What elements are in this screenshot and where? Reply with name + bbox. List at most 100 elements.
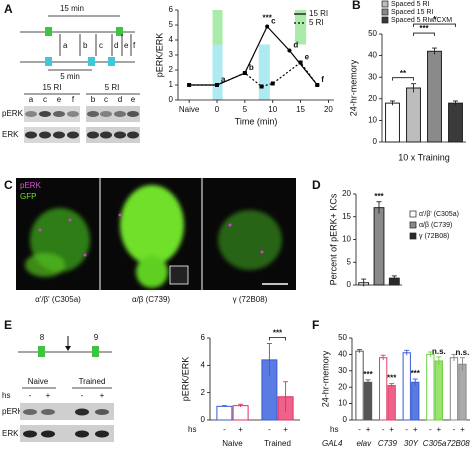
blot-strip xyxy=(20,403,114,420)
legend-label: α'/β' (C305a) xyxy=(419,211,459,218)
image-content xyxy=(25,185,282,288)
lane: c xyxy=(43,95,47,104)
y-tick-label: 30 xyxy=(338,366,347,375)
timeline-e: 8 9 xyxy=(18,333,112,357)
training-block xyxy=(88,57,95,66)
legend-swatch xyxy=(409,232,417,240)
blot-group: 15 RI xyxy=(42,83,61,92)
y-tick-label: 0 xyxy=(373,137,378,146)
bands xyxy=(25,111,139,139)
point xyxy=(259,84,264,89)
sign: - xyxy=(81,391,84,400)
caption: γ (72B08) xyxy=(233,295,268,304)
y-tick-label: 0 xyxy=(347,280,352,289)
x-tick-label: Naive xyxy=(179,105,200,114)
blot-row: ERK xyxy=(2,429,19,438)
blot-row: pERK xyxy=(2,407,24,416)
lane: b xyxy=(91,95,96,104)
sign-label: + xyxy=(238,425,243,434)
y-axis-label: 24-hr-memory xyxy=(348,59,358,116)
row-label: hs xyxy=(2,391,10,400)
legend-swatch xyxy=(409,221,417,229)
legend-label: Spaced 5 RIw/CXM xyxy=(391,17,452,24)
bar xyxy=(406,87,421,143)
legend-swatch xyxy=(409,210,417,218)
y-tick-label: 2 xyxy=(169,65,174,74)
category-label: Trained xyxy=(264,439,291,448)
point xyxy=(315,83,320,87)
training-block xyxy=(45,27,52,36)
y-tick-label: 40 xyxy=(368,51,377,60)
bar xyxy=(449,357,459,421)
sign-label: - xyxy=(268,425,271,434)
blot-row: pERK xyxy=(2,109,24,118)
training-band xyxy=(212,44,223,100)
bar-label: n.s. xyxy=(456,348,470,357)
channel-label: GFP xyxy=(20,192,36,201)
y-tick-label: 4 xyxy=(201,360,206,369)
lane: a xyxy=(29,95,34,104)
training-block xyxy=(92,346,99,357)
training-block xyxy=(108,57,115,66)
x-tick-label: 5 xyxy=(243,105,248,114)
y-tick-label: 50 xyxy=(338,333,347,342)
blot-a: 15 RI 5 RI a c e f b c d e pERK ERK xyxy=(2,83,140,143)
bar xyxy=(387,385,396,421)
row-label: hs xyxy=(188,425,196,434)
point-label: e xyxy=(305,53,310,62)
sign: - xyxy=(29,391,32,400)
bracket-label: *** xyxy=(419,24,429,33)
blot-strip xyxy=(86,127,140,143)
sign-label: - xyxy=(405,425,408,434)
group-label: GAL4 xyxy=(322,439,343,448)
y-tick-label: 10 xyxy=(338,399,347,408)
y-tick-label: 4 xyxy=(169,35,174,44)
y-tick-label: 40 xyxy=(338,350,347,359)
bar xyxy=(427,50,442,143)
y-tick-label: 0 xyxy=(343,415,348,424)
y-tick-label: 5 xyxy=(347,257,352,266)
row-label: hs xyxy=(330,425,338,434)
panel-label: B xyxy=(352,0,361,12)
point-label: d xyxy=(293,41,298,50)
sign: + xyxy=(46,391,51,400)
sign-label: - xyxy=(382,425,385,434)
panel-label: D xyxy=(312,178,321,192)
training-band xyxy=(212,10,223,45)
y-tick-label: 20 xyxy=(338,382,347,391)
bar xyxy=(355,350,364,421)
time-point: c xyxy=(99,41,103,50)
training-block xyxy=(45,57,52,66)
bracket-label: ** xyxy=(400,69,407,78)
sign-label: - xyxy=(223,425,226,434)
lane: c xyxy=(104,95,108,104)
y-tick-label: 0 xyxy=(201,415,206,424)
bar xyxy=(363,381,373,421)
y-tick-label: 0 xyxy=(169,95,174,104)
time-point: d xyxy=(114,41,118,50)
panel-label: F xyxy=(312,318,319,332)
timeline-a: 15 min 5 min a b c d e f xyxy=(20,4,136,81)
legend-swatch xyxy=(381,8,389,16)
legend-label: Spaced 15 RI xyxy=(391,9,433,16)
category-label: Naive xyxy=(222,439,243,448)
legend-label: 5 RI xyxy=(309,18,324,27)
y-tick-label: 5 xyxy=(169,20,174,29)
bar-label: *** xyxy=(411,369,421,378)
legend-label: 15 RI xyxy=(309,9,328,18)
panel-label: A xyxy=(4,2,13,16)
sign: + xyxy=(100,391,105,400)
sign-label: - xyxy=(429,425,432,434)
y-tick-label: 10 xyxy=(342,235,351,244)
bar xyxy=(411,381,420,421)
bar-label: n.s. xyxy=(432,347,446,356)
bracket xyxy=(392,77,414,81)
bracket-label: *** xyxy=(273,329,283,338)
y-tick-label: 6 xyxy=(169,5,174,14)
time-point: a xyxy=(63,41,68,50)
bar-label: *** xyxy=(363,370,373,379)
sign-label: + xyxy=(413,425,418,434)
bar-label: *** xyxy=(374,192,384,201)
y-tick-label: 20 xyxy=(368,94,377,103)
